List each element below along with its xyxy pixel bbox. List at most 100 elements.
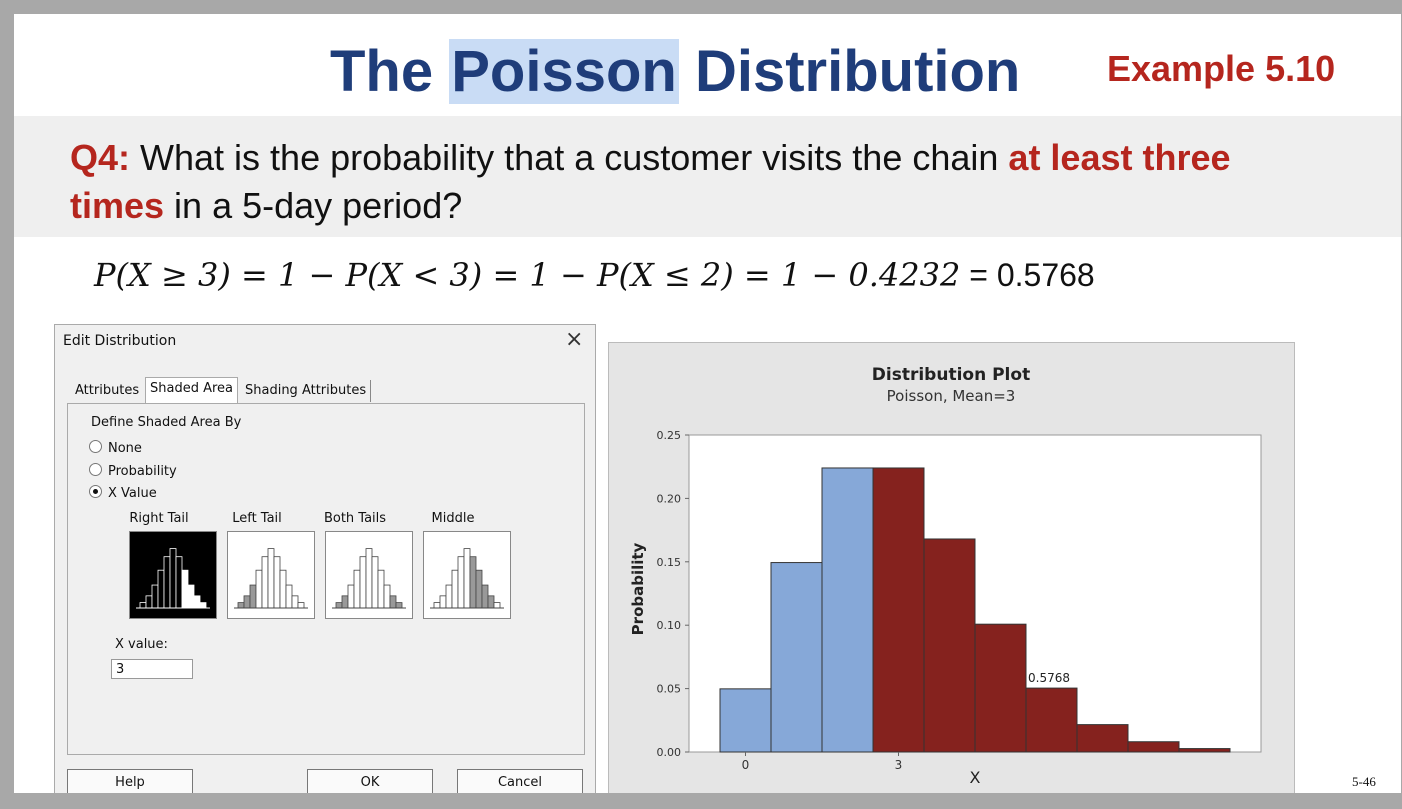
tab-shading-attributes[interactable]: Shading Attributes	[241, 380, 372, 402]
cancel-button[interactable]: Cancel	[457, 769, 583, 793]
mini-bar	[481, 584, 489, 609]
radio-probability[interactable]: Probability	[89, 463, 177, 479]
mini-bar	[261, 556, 269, 609]
title-highlight: Poisson	[449, 39, 679, 104]
middle-label: Middle	[431, 511, 475, 526]
mini-bar	[285, 584, 293, 609]
radio-button[interactable]	[89, 463, 102, 476]
formula-math: P(X ≥ 3) = 1 − P(X < 3) = 1 − P(X ≤ 2) =…	[94, 256, 961, 294]
mini-bar	[187, 584, 195, 609]
question-part: in a 5-day period?	[164, 185, 463, 226]
bar	[1025, 687, 1078, 753]
title-part: Distribution	[678, 39, 1021, 104]
mini-bar	[365, 548, 373, 609]
left-tail-option[interactable]	[227, 531, 315, 619]
bar	[719, 688, 772, 753]
radio-none[interactable]: None	[89, 440, 142, 456]
radio-x-value[interactable]: X Value	[89, 485, 157, 501]
bar	[770, 562, 823, 753]
x-value-label: X value:	[115, 637, 168, 652]
tab-attributes[interactable]: Attributes	[75, 383, 140, 398]
bar	[1127, 741, 1180, 753]
mini-bar	[377, 569, 385, 609]
mini-bar	[291, 595, 299, 609]
mini-bar	[451, 569, 459, 609]
shaded-area-annotation: 0.5768	[1028, 671, 1070, 685]
mini-bar	[199, 602, 207, 609]
radio-button[interactable]	[89, 440, 102, 453]
mini-bar	[151, 584, 159, 609]
dialog-title: Edit Distribution	[63, 333, 177, 349]
question-label: Q4:	[70, 137, 131, 178]
mini-bar	[359, 556, 367, 609]
define-shaded-area-label: Define Shaded Area By	[91, 415, 242, 430]
x-value-input[interactable]: 3	[111, 659, 193, 679]
bar	[872, 467, 925, 753]
mini-bar	[181, 569, 189, 609]
mini-bar	[273, 556, 281, 609]
chart-svg: Distribution Plot Poisson, Mean=3 X Prob…	[629, 365, 1262, 787]
left-tail-label: Left Tail	[232, 511, 282, 526]
bar	[1178, 748, 1231, 753]
mini-bar	[445, 584, 453, 609]
mini-bar	[163, 556, 171, 609]
close-icon[interactable]: ×	[565, 327, 584, 352]
page-number: 5-46	[1352, 774, 1376, 789]
left-tail-histogram-icon	[234, 548, 308, 609]
distribution-plot: Distribution Plot Poisson, Mean=3 X Prob…	[608, 342, 1295, 793]
middle-option[interactable]	[423, 531, 511, 619]
question-part: What is the probability that a customer …	[130, 137, 1009, 178]
mini-bar	[335, 602, 343, 609]
mini-bar	[243, 595, 251, 609]
mini-bar	[237, 602, 245, 609]
mini-bar	[493, 602, 501, 609]
edit-distribution-dialog: Edit Distribution × Attributes Shaded Ar…	[54, 324, 596, 793]
mini-bar	[475, 569, 483, 609]
mini-bar	[175, 556, 183, 609]
mini-bar	[139, 602, 147, 609]
mini-bar	[169, 548, 177, 609]
question-band	[14, 116, 1401, 237]
bar	[923, 538, 976, 753]
both-tails-option[interactable]	[325, 531, 413, 619]
y-axis-label: Probability	[629, 542, 647, 635]
question-emphasis: at least three times	[70, 137, 1231, 226]
tab-shaded-area[interactable]: Shaded Area	[145, 377, 239, 403]
mini-bar	[395, 602, 403, 609]
mini-bar	[297, 602, 305, 609]
mini-bar	[347, 584, 355, 609]
slide-title: The Poisson Distribution	[330, 36, 1020, 108]
ok-button[interactable]: OK	[307, 769, 433, 793]
mini-bar	[193, 595, 201, 609]
formula-result: = 0.5768	[960, 257, 1095, 293]
bar	[821, 467, 874, 753]
mini-bar	[469, 556, 477, 609]
bar	[1076, 724, 1129, 753]
x-tick-label: 0	[742, 758, 750, 772]
mini-bar	[371, 556, 379, 609]
mini-bar	[255, 569, 263, 609]
y-tick-label: 0.20	[657, 492, 682, 505]
chart-subtitle: Poisson, Mean=3	[887, 387, 1016, 405]
x-tick-label: 3	[895, 758, 903, 772]
y-tick-label: 0.05	[657, 683, 682, 696]
mini-bar	[353, 569, 361, 609]
slide: The Poisson Distribution Example 5.10 Q4…	[14, 14, 1401, 793]
radio-label: X Value	[108, 486, 157, 501]
radio-button-selected[interactable]	[89, 485, 102, 498]
middle-histogram-icon	[430, 548, 504, 609]
mini-bar	[457, 556, 465, 609]
right-tail-option[interactable]	[129, 531, 217, 619]
y-tick-label: 0.00	[657, 746, 682, 759]
mini-bar	[249, 584, 257, 609]
x-axis-label: X	[970, 768, 981, 787]
both-tails-histogram-icon	[332, 548, 406, 609]
mini-bar	[389, 595, 397, 609]
radio-label: Probability	[108, 464, 177, 479]
mini-bar	[487, 595, 495, 609]
question-text: Q4: What is the probability that a custo…	[70, 134, 1300, 230]
mini-bar	[383, 584, 391, 609]
example-label: Example 5.10	[1107, 48, 1336, 89]
help-button[interactable]: Help	[67, 769, 193, 793]
formula: P(X ≥ 3) = 1 − P(X < 3) = 1 − P(X ≤ 2) =…	[94, 256, 1095, 294]
